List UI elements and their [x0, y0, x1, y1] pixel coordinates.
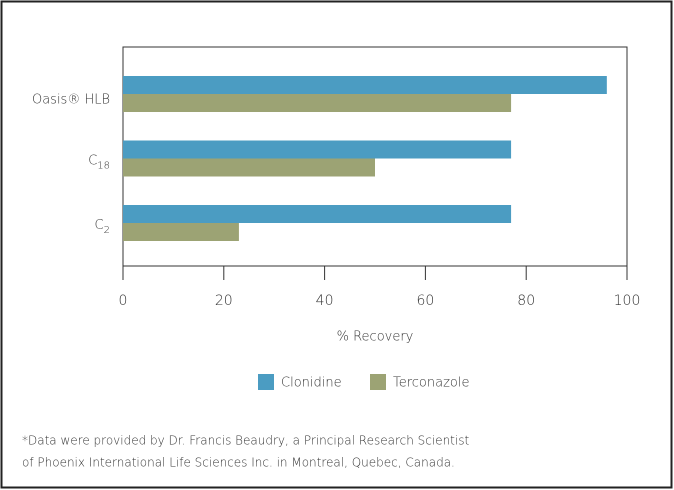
bar [123, 205, 512, 223]
x-tick-label: 100 [614, 293, 641, 309]
x-tick-label: 40 [316, 293, 334, 309]
bar [123, 158, 375, 177]
y-tick-label: Oasis® HLB [32, 93, 110, 108]
bar [123, 140, 512, 159]
footnote: of Phoenix International Life Sciences I… [22, 456, 455, 470]
y-tick-label: C18 [88, 153, 110, 172]
bar [123, 223, 239, 241]
x-tick-label: 80 [517, 293, 535, 309]
legend-label: Terconazole [393, 376, 469, 391]
bar [123, 94, 512, 112]
legend-swatch [370, 374, 386, 390]
legend-label: Clonidine [281, 376, 342, 391]
x-tick-label: 0 [119, 293, 128, 309]
y-tick-label: C2 [95, 218, 110, 237]
bar [123, 76, 607, 94]
x-tick-label: 20 [215, 293, 233, 309]
x-axis-label: % Recovery [337, 330, 414, 345]
x-tick-label: 60 [416, 293, 434, 309]
footnote: *Data were provided by Dr. Francis Beaud… [22, 434, 469, 448]
legend-swatch [258, 374, 274, 390]
